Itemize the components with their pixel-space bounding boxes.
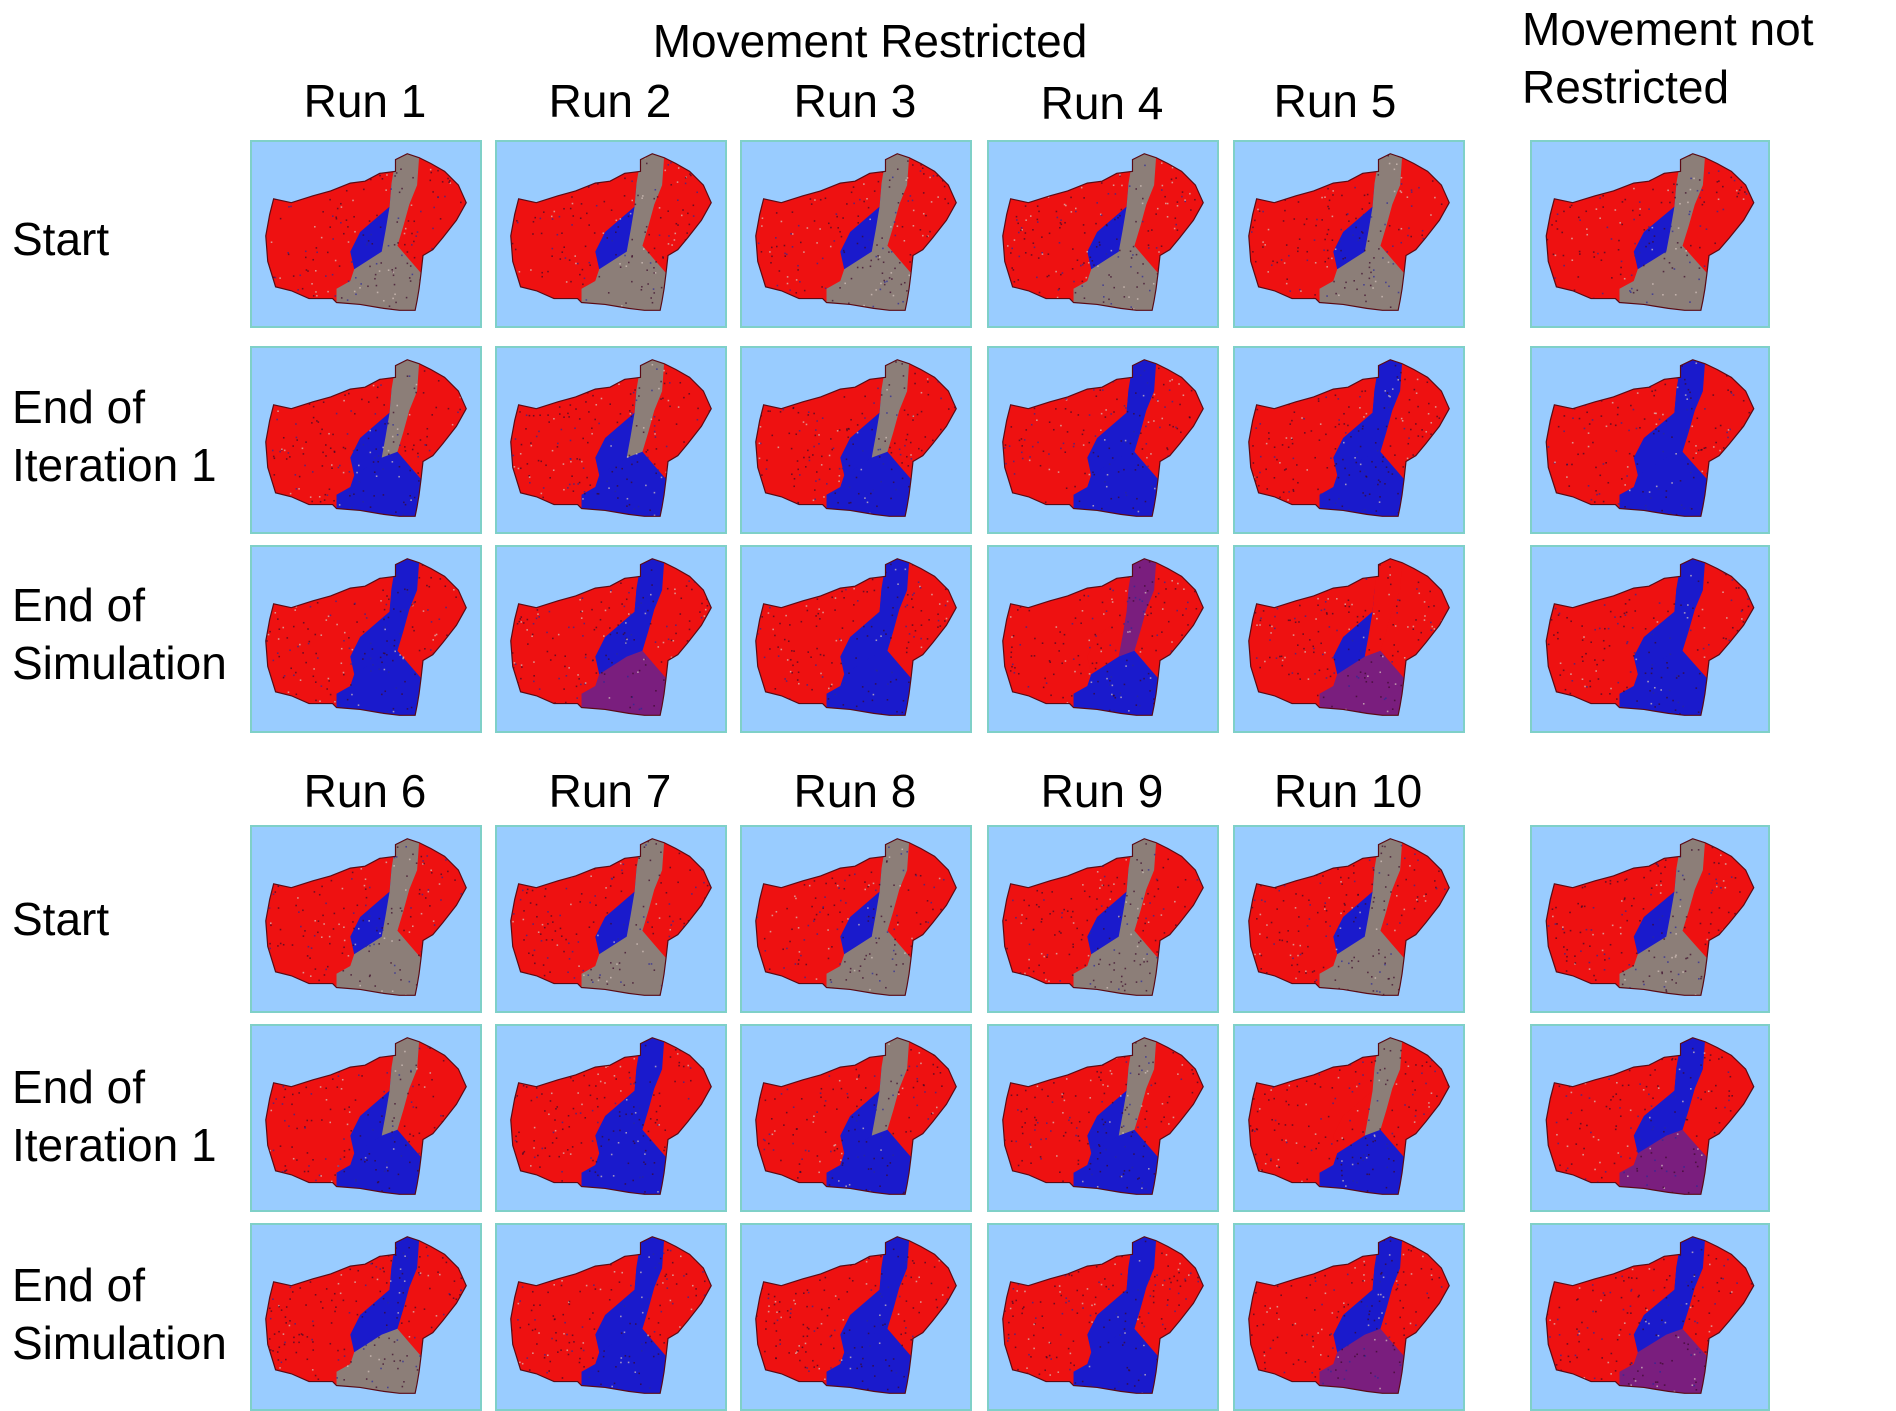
map-thumbnail [740,140,972,328]
map-thumbnail [495,825,727,1013]
run-label: Run 4 [987,74,1217,132]
row-label-simulation: Simulation [12,1314,227,1372]
territory-map [989,348,1217,532]
movement-restricted-title: Movement Restricted [600,12,1140,70]
territory-map [252,827,480,1011]
row-label-iteration: End of [12,378,145,436]
territory-map [1235,547,1463,731]
run-label: Run 10 [1233,762,1463,820]
map-thumbnail [1530,545,1770,733]
map-thumbnail [1530,140,1770,328]
map-thumbnail [495,1024,727,1212]
row-label-start: Start [12,890,109,948]
row-label-iteration: Iteration 1 [12,1116,217,1174]
territory-map [989,547,1217,731]
territory-map [742,1225,970,1409]
map-thumbnail [1233,140,1465,328]
run-label: Run 3 [740,72,970,130]
territory-map [742,348,970,532]
territory-map [1235,348,1463,532]
territory-map [252,1225,480,1409]
movement-not-restricted-title-line2: Restricted [1522,58,1729,116]
run-label: Run 6 [250,762,480,820]
map-thumbnail [987,545,1219,733]
map-thumbnail [250,1223,482,1411]
territory-map [252,348,480,532]
run-label: Run 8 [740,762,970,820]
territory-map [497,547,725,731]
territory-map [497,1225,725,1409]
map-thumbnail [250,825,482,1013]
territory-map [1532,547,1768,731]
map-thumbnail [250,346,482,534]
territory-map [252,1026,480,1210]
territory-map [989,142,1217,326]
territory-map [742,142,970,326]
territory-map [989,1225,1217,1409]
map-thumbnail [740,545,972,733]
run-label: Run 2 [495,72,725,130]
map-thumbnail [1233,346,1465,534]
map-thumbnail [987,346,1219,534]
territory-map [742,547,970,731]
map-thumbnail [740,346,972,534]
territory-map [742,827,970,1011]
territory-map [989,1026,1217,1210]
run-label: Run 1 [250,72,480,130]
run-label: Run 7 [495,762,725,820]
map-thumbnail [250,1024,482,1212]
map-thumbnail [1233,1223,1465,1411]
row-label-simulation: End of [12,576,145,634]
map-thumbnail [495,346,727,534]
map-thumbnail [987,1223,1219,1411]
territory-map [252,547,480,731]
territory-map [1235,142,1463,326]
map-thumbnail [250,545,482,733]
map-thumbnail [987,1024,1219,1212]
map-thumbnail [740,825,972,1013]
map-thumbnail [495,1223,727,1411]
territory-map [1532,142,1768,326]
territory-map [252,142,480,326]
row-label-iteration: End of [12,1058,145,1116]
territory-map [1532,1026,1768,1210]
map-thumbnail [740,1024,972,1212]
row-label-iteration: Iteration 1 [12,436,217,494]
row-label-simulation: End of [12,1256,145,1314]
map-thumbnail [250,140,482,328]
territory-map [497,827,725,1011]
run-label: Run 9 [987,762,1217,820]
map-thumbnail [495,545,727,733]
map-thumbnail [1233,545,1465,733]
map-thumbnail [1530,1223,1770,1411]
territory-map [1235,1225,1463,1409]
map-thumbnail [740,1223,972,1411]
territory-map [989,827,1217,1011]
territory-map [742,1026,970,1210]
map-thumbnail [1233,825,1465,1013]
territory-map [1235,827,1463,1011]
territory-map [497,348,725,532]
map-thumbnail [1530,1024,1770,1212]
map-thumbnail [987,825,1219,1013]
territory-map [1532,827,1768,1011]
map-thumbnail [1530,346,1770,534]
run-label: Run 5 [1220,72,1450,130]
map-thumbnail [1233,1024,1465,1212]
movement-not-restricted-title-line1: Movement not [1522,0,1813,58]
territory-map [497,142,725,326]
row-label-simulation: Simulation [12,634,227,692]
territory-map [1532,1225,1768,1409]
territory-map [497,1026,725,1210]
map-thumbnail [987,140,1219,328]
territory-map [1532,348,1768,532]
territory-map [1235,1026,1463,1210]
row-label-start: Start [12,210,109,268]
map-thumbnail [495,140,727,328]
map-thumbnail [1530,825,1770,1013]
